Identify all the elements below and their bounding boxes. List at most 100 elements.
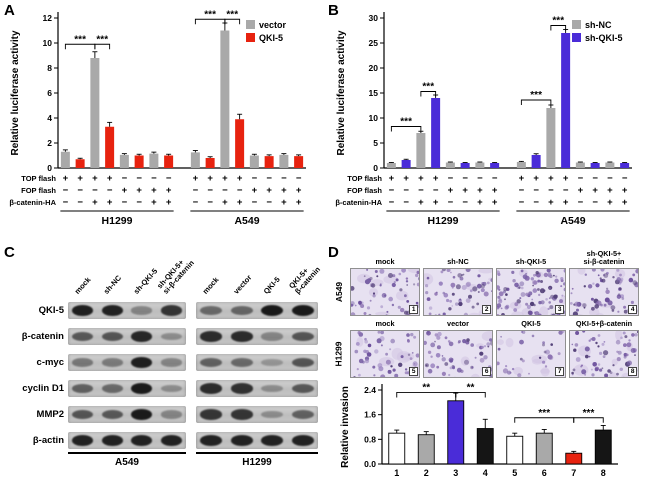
stained-cell	[395, 278, 399, 282]
condition-sign: +	[578, 185, 584, 196]
y-tick-label: 1.6	[364, 410, 376, 420]
stained-cell	[543, 272, 549, 278]
stained-cell	[465, 282, 471, 288]
stained-cell	[620, 336, 623, 340]
stained-cell	[521, 359, 525, 363]
stained-cell	[616, 269, 620, 272]
significance-stars: ***	[400, 117, 412, 128]
stained-cell	[434, 333, 438, 337]
stained-cell	[364, 339, 368, 344]
condition-sign: +	[136, 185, 142, 196]
stained-cell	[434, 314, 437, 315]
panel-a-bar-chart: 0 2 4 6 8 10 12 Relative luciferase activity vec…	[9, 9, 306, 227]
x-tick-label: 1	[394, 468, 399, 478]
stained-cell	[542, 341, 545, 345]
stained-cell	[356, 368, 359, 371]
stained-cell	[437, 331, 442, 337]
protein-band	[261, 435, 284, 446]
bar	[386, 163, 396, 168]
bar	[75, 159, 85, 168]
stained-cell	[480, 288, 485, 293]
protein-band	[230, 331, 253, 342]
protein-band	[291, 435, 314, 446]
stained-cell	[426, 297, 431, 301]
stained-cell	[624, 335, 628, 339]
stained-cell	[520, 331, 524, 333]
stained-cell	[434, 340, 436, 343]
background-blob	[488, 277, 492, 282]
stained-cell	[500, 335, 502, 338]
stained-cell	[550, 343, 553, 346]
significance-stars: ***	[422, 82, 434, 93]
protein-band	[72, 305, 94, 316]
stained-cell	[491, 290, 492, 292]
stained-cell	[546, 269, 551, 273]
stained-cell	[547, 354, 553, 360]
stained-cell	[428, 306, 433, 310]
stained-cell	[441, 355, 444, 357]
blot-lane-header: QKI-5	[261, 274, 283, 296]
cell-line-label: H1299	[428, 215, 459, 227]
cell-line-label: A549	[234, 215, 259, 227]
stained-cell	[538, 293, 541, 297]
condition-sign: +	[296, 197, 302, 208]
stained-cell	[411, 352, 414, 354]
stained-cell	[632, 273, 636, 277]
background-blob	[391, 347, 404, 360]
stained-cell	[358, 373, 361, 377]
condition-sign: −	[477, 173, 483, 184]
condition-sign: −	[519, 197, 525, 208]
background-blob	[478, 269, 492, 274]
stained-cell	[625, 353, 629, 357]
image-number-badge: 6	[482, 366, 491, 376]
condition-sign: −	[63, 185, 69, 196]
stained-cell	[519, 339, 524, 345]
invasion-assay-area: 0.0 0.8 1.6 2.4 Relative invasion ** ** *** *** 1…	[328, 246, 648, 484]
blot-group-underline	[68, 452, 186, 454]
y-tick-label: 2	[47, 138, 52, 148]
stained-cell	[464, 359, 469, 365]
y-tick-label: 8	[47, 63, 52, 73]
condition-sign: −	[462, 197, 468, 208]
stained-cell	[442, 291, 446, 295]
stained-cell	[601, 367, 604, 370]
bar	[105, 126, 115, 168]
stained-cell	[631, 333, 635, 337]
stained-cell	[355, 342, 360, 346]
condition-sign: +	[418, 197, 424, 208]
protein-band	[230, 358, 253, 367]
legend-label: vector	[259, 20, 287, 30]
stained-cell	[525, 272, 527, 275]
stained-cell	[594, 367, 599, 372]
stained-cell	[561, 331, 565, 333]
stained-cells-image	[497, 331, 565, 377]
stained-cell	[504, 305, 509, 310]
stained-cell	[364, 279, 371, 285]
stained-cell	[458, 298, 462, 303]
stained-cell	[458, 301, 463, 307]
stained-cell	[377, 331, 381, 334]
stained-cell	[603, 341, 606, 343]
stained-cells-image	[424, 331, 492, 377]
stained-cell	[533, 311, 536, 314]
condition-sign: −	[136, 197, 142, 208]
stained-cell	[563, 282, 565, 286]
bar	[605, 162, 615, 168]
stained-cell	[537, 288, 540, 291]
condition-sign: +	[107, 173, 113, 184]
panel-a-luciferase-overexpression: A 0 2 4 6 8 10 12 Relative luciferase activity v…	[2, 2, 324, 244]
condition-sign: +	[477, 185, 483, 196]
stained-cell	[616, 357, 621, 362]
stained-cell	[528, 310, 533, 315]
stained-cell	[516, 299, 521, 304]
stained-cell	[557, 352, 561, 356]
x-tick-label: 3	[453, 468, 458, 478]
stained-cell	[391, 282, 396, 288]
stained-cell	[616, 372, 619, 376]
stained-cell	[364, 377, 366, 378]
y-tick-label: 6	[47, 88, 52, 98]
protein-band	[160, 305, 182, 316]
stained-cell	[404, 368, 408, 371]
condition-header: vector	[447, 319, 469, 328]
stained-cell	[502, 368, 509, 374]
